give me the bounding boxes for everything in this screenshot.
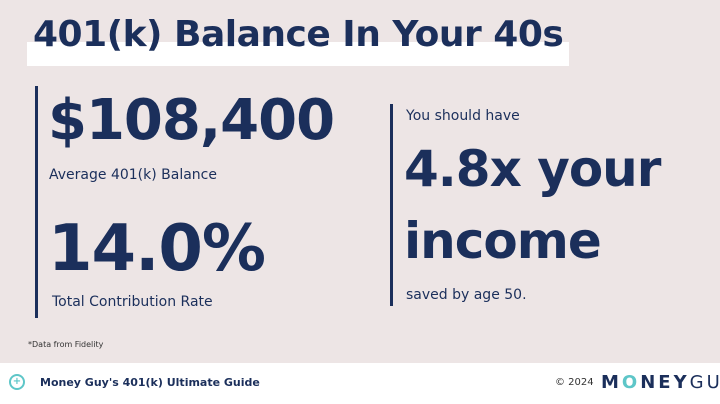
right-divider	[390, 104, 393, 306]
left-divider	[35, 86, 38, 318]
guide-title: Money Guy's 401(k) Ultimate Guide	[40, 376, 260, 389]
logo-guy: GUY	[689, 372, 720, 393]
copyright: © 2024	[555, 377, 594, 388]
outro-text: saved by age 50.	[406, 287, 527, 303]
plus-chat-icon: +	[9, 374, 25, 390]
moneyguy-logo: MONEYGUY	[601, 372, 720, 393]
intro-text: You should have	[406, 108, 520, 124]
footer: + Money Guy's 401(k) Ultimate Guide © 20…	[0, 363, 720, 404]
multiplier-line1: 4.8x your	[404, 140, 661, 198]
rate-label: Total Contribution Rate	[52, 294, 213, 310]
title-highlight	[27, 42, 569, 66]
logo-ney: NEY	[640, 372, 690, 393]
multiplier-line2: income	[404, 212, 602, 270]
page-title: 401(k) Balance In Your 40s	[33, 14, 564, 55]
balance-value: $108,400	[48, 88, 335, 153]
logo-m: M	[601, 372, 622, 393]
balance-label: Average 401(k) Balance	[49, 167, 217, 183]
logo-o: O	[621, 372, 641, 393]
source-note: *Data from Fidelity	[28, 340, 104, 349]
rate-value: 14.0%	[48, 212, 266, 286]
